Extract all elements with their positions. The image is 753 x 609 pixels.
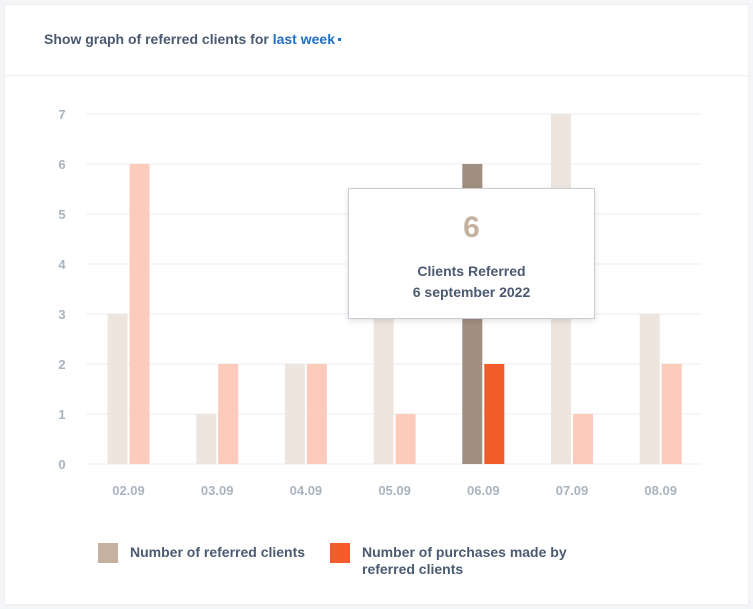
x-axis-ticks: 02.09 03.09 04.09 05.09 06.09 07.09 08.09 <box>112 483 677 498</box>
tooltip-date: 6 september 2022 <box>412 284 531 300</box>
x-tick-label: 04.09 <box>290 483 323 498</box>
bar-purchases-07.09[interactable] <box>573 414 593 464</box>
bar-tooltip: 6 Clients Referred 6 september 2022 <box>348 188 595 319</box>
x-tick-label: 02.09 <box>112 483 145 498</box>
tooltip-value: 6 <box>463 211 480 244</box>
y-tick-label: 3 <box>58 307 65 322</box>
y-tick-label: 0 <box>58 457 65 472</box>
chart-period-heading: Show graph of referred clients for last … <box>44 31 341 47</box>
bar-purchases-02.09[interactable] <box>129 164 150 464</box>
bar-purchases-08.09[interactable] <box>661 364 682 464</box>
heading-prefix: Show graph of referred clients for <box>44 31 269 47</box>
legend-label-purchases: Number of purchases made by referred cli… <box>362 544 567 577</box>
x-tick-label: 05.09 <box>378 483 411 498</box>
y-tick-label: 6 <box>58 157 65 172</box>
period-dropdown[interactable]: last week <box>273 31 341 47</box>
bar-purchases-05.09[interactable] <box>395 414 416 464</box>
bar-referred-clients-04.09[interactable] <box>284 364 305 464</box>
legend-swatch-referred-clients <box>98 543 118 563</box>
bar-purchases-06.09[interactable] <box>484 364 505 464</box>
chevron-down-icon[interactable] <box>337 37 341 41</box>
bar-purchases-04.09[interactable] <box>306 364 327 464</box>
bars <box>107 114 682 464</box>
x-tick-label: 03.09 <box>201 483 234 498</box>
chart-legend: Number of referred clients Number of pur… <box>0 543 753 583</box>
y-tick-label: 4 <box>58 257 66 272</box>
y-axis-ticks: 0 1 2 3 4 5 6 7 <box>58 107 66 472</box>
x-tick-label: 08.09 <box>644 483 677 498</box>
period-dropdown-label[interactable]: last week <box>272 31 335 47</box>
legend-swatch-purchases <box>330 543 350 563</box>
bar-referred-clients-03.09[interactable] <box>196 414 217 464</box>
bar-referred-clients-05.09[interactable] <box>373 314 394 464</box>
y-tick-label: 1 <box>58 407 65 422</box>
tooltip-label: Clients Referred <box>417 263 526 279</box>
y-tick-label: 5 <box>58 207 65 222</box>
bar-referred-clients-02.09[interactable] <box>107 314 128 464</box>
x-tick-label: 06.09 <box>467 483 500 498</box>
bar-referred-clients-08.09[interactable] <box>639 314 660 464</box>
y-tick-label: 2 <box>58 357 65 372</box>
chart-header: Show graph of referred clients for last … <box>5 5 748 76</box>
bar-purchases-03.09[interactable] <box>218 364 239 464</box>
y-tick-label: 7 <box>58 107 65 122</box>
legend-label-referred-clients: Number of referred clients <box>130 544 306 560</box>
x-tick-label: 07.09 <box>556 483 589 498</box>
